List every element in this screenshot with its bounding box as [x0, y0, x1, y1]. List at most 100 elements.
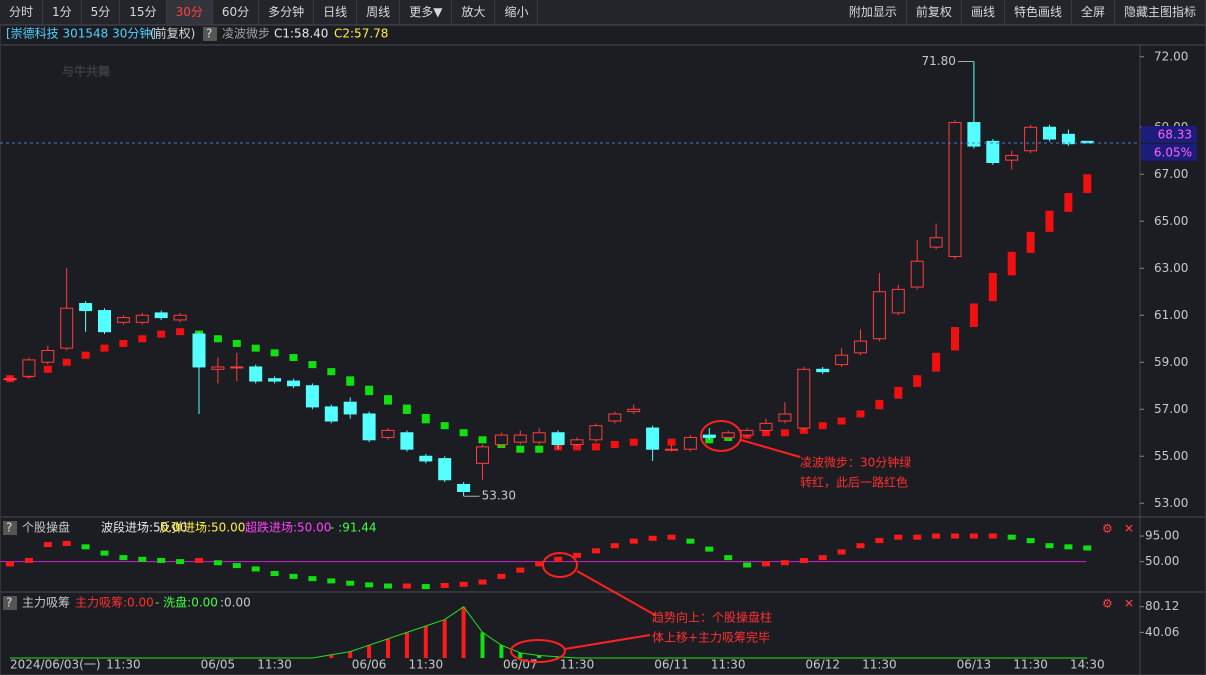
trend-step [818, 422, 827, 430]
trend-step [232, 339, 241, 347]
candle-body [532, 432, 546, 443]
indicator-bar [440, 582, 449, 588]
indicator-bar [686, 538, 695, 544]
trend-step [100, 344, 109, 352]
trend-step [894, 386, 903, 399]
indicator-bar [762, 561, 770, 567]
candle-body [3, 378, 17, 381]
header-text: C1:58.40 [274, 27, 328, 41]
indicator-bar [62, 540, 71, 546]
candle-body [816, 368, 830, 373]
logo: 与牛共舞 [62, 64, 110, 79]
price-tag-text: 68.33 [1158, 127, 1192, 141]
x-tick-label: 06/12 [805, 658, 840, 672]
indicator-bar [610, 543, 619, 549]
toolbar-button[interactable]: 放大 [452, 0, 496, 24]
indicator-bar [119, 555, 128, 561]
candle-body [759, 422, 773, 431]
candle-body [1024, 126, 1038, 152]
indicator-bar [442, 619, 447, 658]
header-text: C2:57.78 [334, 27, 388, 41]
x-tick-label: 06/05 [201, 658, 236, 672]
header-text: (前复权) [150, 26, 195, 41]
trend-step [119, 339, 128, 347]
trend-step [1083, 174, 1092, 194]
candle-body [362, 413, 376, 441]
indicator-bar [176, 559, 185, 565]
x-tick-label: 11:30 [409, 658, 444, 672]
trend-step [346, 376, 355, 386]
toolbar-button[interactable]: 画线 [962, 0, 1005, 24]
trend-step [62, 358, 71, 366]
candle-body [230, 366, 244, 369]
trend-step [365, 385, 374, 396]
toolbar-button[interactable]: 更多▼ [400, 0, 453, 24]
candle-body [173, 314, 187, 321]
trend-step [402, 404, 411, 414]
trend-step [43, 365, 52, 373]
panel-legend: 波段进场:50.00 [101, 520, 187, 535]
candle-body [1005, 154, 1019, 161]
trend-step [157, 330, 166, 338]
indicator-bar [837, 549, 846, 555]
annotation-line [564, 634, 651, 650]
toolbar-button[interactable]: 缩小 [495, 0, 539, 24]
candle-body [967, 122, 981, 147]
candle-body [79, 303, 93, 312]
y-tick-label: 59.00 [1154, 355, 1188, 369]
candle-body [211, 366, 225, 370]
trend-step [875, 399, 884, 410]
settings-icon[interactable]: ⚙ [1102, 597, 1113, 611]
y-tick-label: 67.00 [1154, 167, 1188, 181]
trend-step [951, 327, 959, 351]
candle-body [419, 455, 433, 462]
toolbar-button[interactable]: 15分 [120, 0, 167, 24]
settings-icon[interactable]: ⚙ [1102, 522, 1113, 536]
toolbar-button[interactable]: 30分 [166, 0, 213, 24]
y-tick-label: 95.00 [1145, 529, 1179, 543]
toolbar-button[interactable]: 隐藏主图指标 [1115, 0, 1206, 24]
toolbar-button[interactable]: 分时 [0, 0, 44, 24]
indicator-bar [1026, 538, 1035, 544]
highlight-circle [700, 420, 742, 452]
candle-body [98, 310, 111, 333]
toolbar-button[interactable]: 全屏 [1072, 0, 1115, 24]
candle-body [551, 432, 565, 445]
indicator-bar [421, 584, 430, 590]
trend-step [913, 375, 922, 387]
toolbar-button[interactable]: 日线 [314, 0, 358, 24]
panel-legend: 超跌进场:50.00 [245, 520, 331, 535]
indicator-bar [348, 651, 353, 658]
help-icon: ? [6, 521, 12, 535]
indicator-bar [818, 555, 827, 561]
help-box [203, 27, 217, 41]
toolbar-button[interactable]: 5分 [82, 0, 121, 24]
toolbar: 分时 1分 5分 15分 30分 60分 多分钟 日线 周线 更多▼ 放大 缩小 附加显示 前复权 画线 特色… [0, 0, 1206, 25]
close-icon: ✕ [1124, 522, 1134, 536]
indicator-bar [81, 544, 90, 550]
trend-step [629, 438, 638, 446]
toolbar-button[interactable]: 60分 [213, 0, 260, 24]
indicator-bar [894, 534, 903, 540]
toolbar-button[interactable]: 1分 [43, 0, 82, 24]
indicator-bar [648, 535, 657, 541]
toolbar-button[interactable]: 前复权 [907, 0, 962, 24]
toolbar-button[interactable]: 多分钟 [259, 0, 315, 24]
candle-body [835, 354, 849, 366]
x-tick-label: 11:30 [560, 658, 595, 672]
indicator-bar [232, 563, 241, 569]
indicator-bar [346, 580, 355, 586]
toolbar-button[interactable]: 特色画线 [1005, 0, 1072, 24]
annotation: 转红，此后一路红色 [800, 475, 908, 490]
toolbar-button[interactable]: 附加显示 [840, 0, 907, 24]
y-tick-label: 65.00 [1154, 214, 1188, 228]
toolbar-button[interactable]: 周线 [357, 0, 401, 24]
candle-body [381, 429, 395, 438]
indicator-bar [932, 533, 941, 539]
candle-body [948, 122, 962, 257]
annotation-line [576, 570, 656, 616]
indicator-bar [913, 534, 922, 540]
indicator-bar [856, 543, 865, 549]
indicator-bar [478, 579, 487, 585]
